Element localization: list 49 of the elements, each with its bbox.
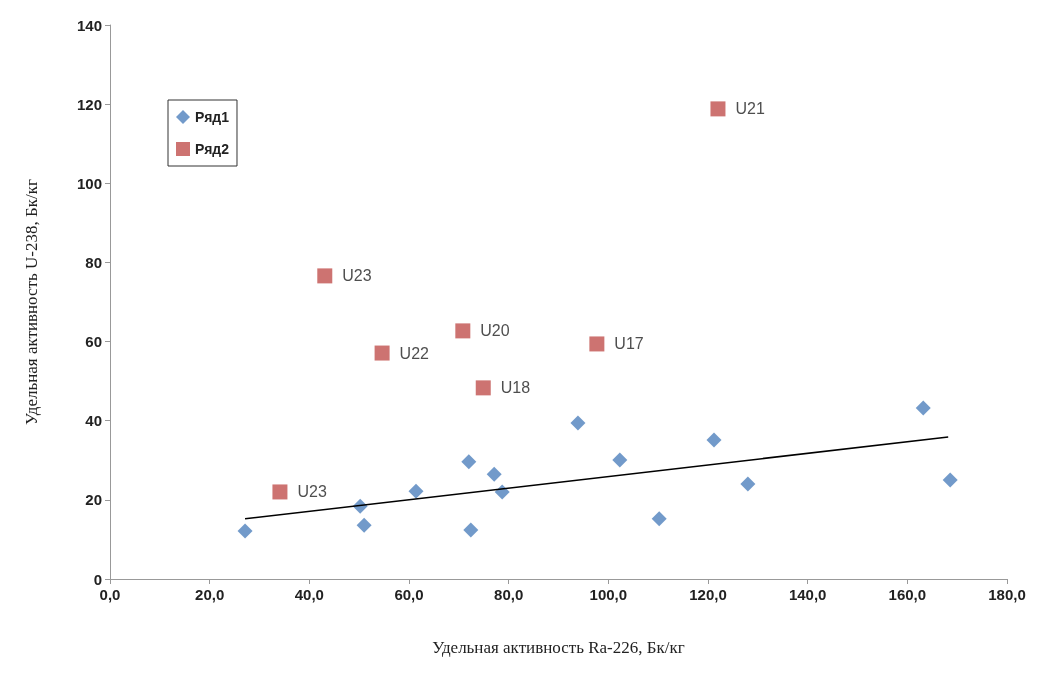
data-label: U22 bbox=[399, 344, 430, 362]
x-tick-label: 40,0 bbox=[294, 586, 324, 603]
data-label: U23 bbox=[342, 267, 372, 285]
y-tick-label: 20 bbox=[85, 491, 102, 509]
point bbox=[463, 522, 479, 538]
point bbox=[651, 511, 667, 527]
x-tick-label: 80,0 bbox=[494, 586, 524, 603]
legend-label: Ряд1 bbox=[195, 109, 230, 125]
point bbox=[710, 101, 726, 117]
x-tick-label: 180,0 bbox=[988, 586, 1026, 603]
legend-label: Ряд2 bbox=[195, 141, 230, 157]
point bbox=[486, 466, 502, 482]
point bbox=[408, 483, 424, 499]
data-label: U23 bbox=[297, 483, 327, 501]
data-label: U17 bbox=[614, 335, 644, 353]
x-tick-label: 140,0 bbox=[788, 586, 827, 603]
y-axis-title: Удельная активность U-238, Бк/кг bbox=[22, 179, 41, 425]
y-tick-label: 40 bbox=[85, 412, 102, 430]
y-tick-label: 0 bbox=[93, 570, 102, 588]
x-axis-title: Удельная активность Ra-226, Бк/кг bbox=[432, 638, 685, 657]
point bbox=[942, 472, 958, 488]
data-label: U20 bbox=[480, 322, 510, 340]
point bbox=[589, 336, 605, 352]
point bbox=[740, 476, 756, 492]
point bbox=[461, 454, 477, 470]
point bbox=[475, 380, 491, 396]
data-label: U21 bbox=[735, 100, 765, 118]
x-tick-label: 20,0 bbox=[195, 586, 225, 603]
point bbox=[374, 345, 390, 361]
y-tick-label: 120 bbox=[76, 95, 102, 113]
x-tick-label: 160,0 bbox=[888, 586, 927, 603]
y-tick-label: 60 bbox=[85, 333, 102, 351]
point bbox=[317, 268, 333, 284]
point bbox=[356, 517, 372, 533]
point bbox=[237, 523, 253, 539]
x-tick-label: 120,0 bbox=[689, 586, 727, 603]
point bbox=[272, 484, 288, 500]
point bbox=[455, 323, 471, 339]
point bbox=[706, 432, 722, 448]
x-tick-label: 60,0 bbox=[394, 586, 424, 603]
point bbox=[915, 400, 931, 416]
point bbox=[570, 415, 586, 431]
y-tick-label: 80 bbox=[85, 253, 102, 271]
point bbox=[612, 452, 628, 468]
x-tick-label: 100,0 bbox=[589, 586, 628, 603]
y-tick-label: 100 bbox=[76, 174, 102, 192]
y-tick-label: 140 bbox=[76, 16, 102, 34]
data-label: U18 bbox=[500, 379, 531, 397]
x-tick-label: 0,0 bbox=[99, 586, 121, 603]
